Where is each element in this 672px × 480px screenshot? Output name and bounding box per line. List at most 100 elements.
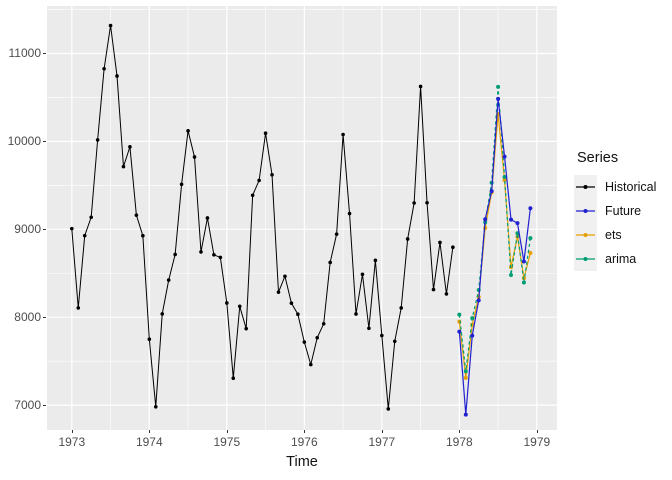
data-point-Historical xyxy=(399,306,404,310)
data-point-ets xyxy=(502,178,507,183)
data-point-Historical xyxy=(115,74,119,78)
data-point-Historical xyxy=(70,226,74,231)
series-line-Historical xyxy=(71,25,454,409)
data-point-Future xyxy=(489,189,494,194)
data-point-Historical xyxy=(321,322,326,326)
legend: Series Historical Future ets arima xyxy=(568,150,656,271)
data-point-Historical xyxy=(147,337,152,341)
y-tick-mark xyxy=(43,141,46,143)
data-point-Future xyxy=(496,96,501,101)
data-point-Historical xyxy=(380,333,384,338)
data-point-arima xyxy=(470,316,475,321)
data-point-Historical xyxy=(108,23,113,28)
data-point-Historical xyxy=(354,312,358,316)
data-point-Historical xyxy=(386,407,391,411)
x-tick-mark xyxy=(71,430,73,433)
plot-panel xyxy=(47,6,557,430)
x-tick-label-1979: 1979 xyxy=(523,435,551,449)
data-point-Historical xyxy=(283,274,287,279)
data-point-Historical xyxy=(289,301,294,305)
data-point-Historical xyxy=(121,164,126,169)
data-point-Future xyxy=(502,154,507,159)
y-tick-mark xyxy=(43,229,46,231)
x-tick-mark xyxy=(304,430,306,433)
x-tick-mark xyxy=(226,430,228,433)
time-series-chart xyxy=(47,6,557,430)
data-point-arima xyxy=(509,273,514,278)
data-point-Future xyxy=(470,333,475,338)
data-point-Historical xyxy=(431,287,436,292)
data-point-Historical xyxy=(405,237,410,241)
legend-entry-arima: arima xyxy=(574,247,656,271)
y-tick-label-7000: 7000 xyxy=(14,398,41,413)
data-point-arima xyxy=(457,312,462,317)
data-point-Historical xyxy=(166,278,171,282)
data-point-Historical xyxy=(328,260,332,265)
legend-label: Future xyxy=(605,204,642,218)
legend-label: Historical xyxy=(605,180,657,194)
data-point-Future xyxy=(463,412,468,417)
data-point-Historical xyxy=(179,182,184,187)
x-tick-mark xyxy=(459,430,461,433)
data-point-Future xyxy=(509,217,514,222)
data-point-Historical xyxy=(153,404,158,409)
data-point-Historical xyxy=(367,326,371,331)
data-point-Future xyxy=(528,206,533,211)
data-point-Historical xyxy=(347,211,352,216)
x-tick-mark xyxy=(381,430,383,433)
data-point-Historical xyxy=(173,252,177,257)
data-point-arima xyxy=(521,280,526,285)
legend-title: Series xyxy=(577,150,619,166)
x-tick-label-1976: 1976 xyxy=(290,435,318,449)
legend-key-icon xyxy=(574,175,597,199)
data-point-Historical xyxy=(270,172,274,177)
y-tick-mark xyxy=(43,405,46,407)
data-point-Historical xyxy=(231,376,236,381)
data-point-Historical xyxy=(438,240,442,245)
data-point-Future xyxy=(521,259,526,264)
data-point-Historical xyxy=(263,131,268,136)
legend-entry-Historical: Historical xyxy=(574,175,656,199)
data-point-Historical xyxy=(205,216,210,220)
data-point-Historical xyxy=(82,233,87,238)
data-point-Historical xyxy=(451,245,455,250)
data-point-Historical xyxy=(276,290,281,294)
legend-entry-ets: ets xyxy=(574,223,656,247)
x-tick-label-1978: 1978 xyxy=(445,435,473,449)
legend-key-icon xyxy=(574,223,597,247)
x-tick-label-1973: 1973 xyxy=(58,435,86,449)
data-point-Historical xyxy=(89,215,93,220)
y-tick-label-10000: 10000 xyxy=(7,134,41,149)
x-tick-label-1975: 1975 xyxy=(213,435,241,449)
data-point-Historical xyxy=(128,145,132,149)
data-point-Historical xyxy=(296,312,300,317)
legend-key-icon xyxy=(574,247,597,271)
series-line-arima xyxy=(458,86,531,372)
legend-entries: Historical Future ets arima xyxy=(568,175,656,271)
y-tick-mark xyxy=(43,317,46,319)
data-point-Historical xyxy=(186,129,190,133)
legend-label: arima xyxy=(605,252,637,266)
data-point-Historical xyxy=(134,213,139,217)
legend-label: ets xyxy=(605,228,622,242)
data-point-Historical xyxy=(250,193,255,198)
legend-entry-Future: Future xyxy=(574,199,656,223)
data-point-ets xyxy=(528,251,533,256)
data-point-arima xyxy=(502,174,507,179)
data-point-Historical xyxy=(425,200,429,205)
data-point-arima xyxy=(496,84,501,89)
x-tick-label-1977: 1977 xyxy=(368,435,396,449)
data-point-Historical xyxy=(444,292,449,296)
data-point-Historical xyxy=(237,304,242,309)
data-point-Historical xyxy=(141,233,145,238)
data-point-Historical xyxy=(360,272,365,277)
series-line-Future xyxy=(458,98,531,415)
x-tick-label-1974: 1974 xyxy=(135,435,163,449)
y-tick-label-11000: 11000 xyxy=(8,46,41,61)
data-point-Historical xyxy=(308,362,313,367)
data-point-Historical xyxy=(192,155,197,159)
data-point-Historical xyxy=(302,340,307,344)
data-point-Historical xyxy=(392,339,397,344)
data-point-Historical xyxy=(160,312,165,316)
